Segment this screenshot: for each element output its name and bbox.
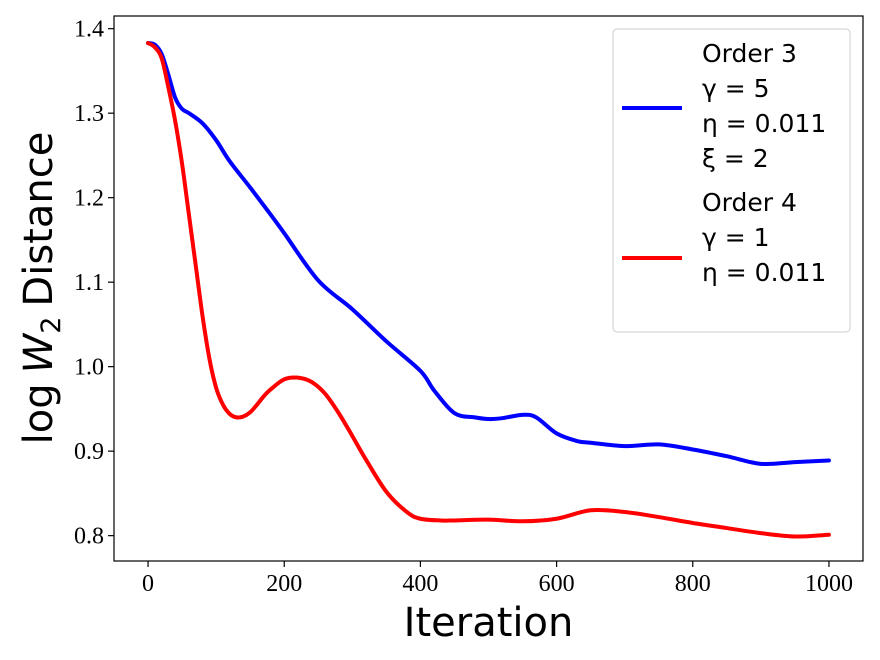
y-tick-label: 0.8 <box>74 524 104 550</box>
legend-line: γ = 5 <box>702 74 770 103</box>
y-tick-label: 1.1 <box>74 270 104 296</box>
x-tick-label: 0 <box>142 571 154 597</box>
y-ticks: 0.8 0.9 1.0 1.1 1.2 1.3 1.4 <box>74 17 114 550</box>
x-tick-label: 800 <box>675 571 711 597</box>
legend: Order 3 γ = 5 η = 0.011 ξ = 2 Order 4 γ … <box>612 28 851 333</box>
y-tick-label: 0.9 <box>74 439 104 465</box>
y-axis-title-sub: 2 <box>36 317 67 334</box>
x-axis-title: Iteration <box>404 600 574 646</box>
legend-line: Order 3 <box>702 39 797 68</box>
legend-label-series-1: Order 3 γ = 5 η = 0.011 ξ = 2 <box>702 39 834 173</box>
series-lines <box>146 41 831 539</box>
series-line-1 <box>146 41 831 467</box>
plot-area <box>113 15 864 562</box>
y-axis-title-prefix: log <box>16 383 62 444</box>
y-axis-title: log W2 Distance <box>16 132 67 445</box>
y-tick-label: 1.3 <box>74 101 104 127</box>
x-tick-label: 400 <box>402 571 438 597</box>
legend-line: η = 0.011 <box>702 258 826 287</box>
x-tick-label: 600 <box>539 571 575 597</box>
y-tick-label: 1.4 <box>74 17 104 43</box>
legend-label-series-2: Order 4 γ = 1 η = 0.011 <box>702 188 826 287</box>
y-tick-label: 1.2 <box>74 186 104 212</box>
legend-line: Order 4 <box>702 188 797 217</box>
y-tick-label: 1.0 <box>74 355 104 381</box>
legend-line: ξ = 2 <box>702 144 769 173</box>
legend-line: γ = 1 <box>702 223 770 252</box>
legend-line: η = 0.011 <box>702 109 826 138</box>
x-ticks: 0 200 400 600 800 1000 <box>142 561 853 597</box>
y-axis-title-var: W <box>16 332 62 373</box>
x-tick-label: 1000 <box>805 571 853 597</box>
y-axis-title-suffix: Distance <box>16 132 62 307</box>
series-line-2 <box>146 41 831 539</box>
x-tick-label: 200 <box>266 571 302 597</box>
